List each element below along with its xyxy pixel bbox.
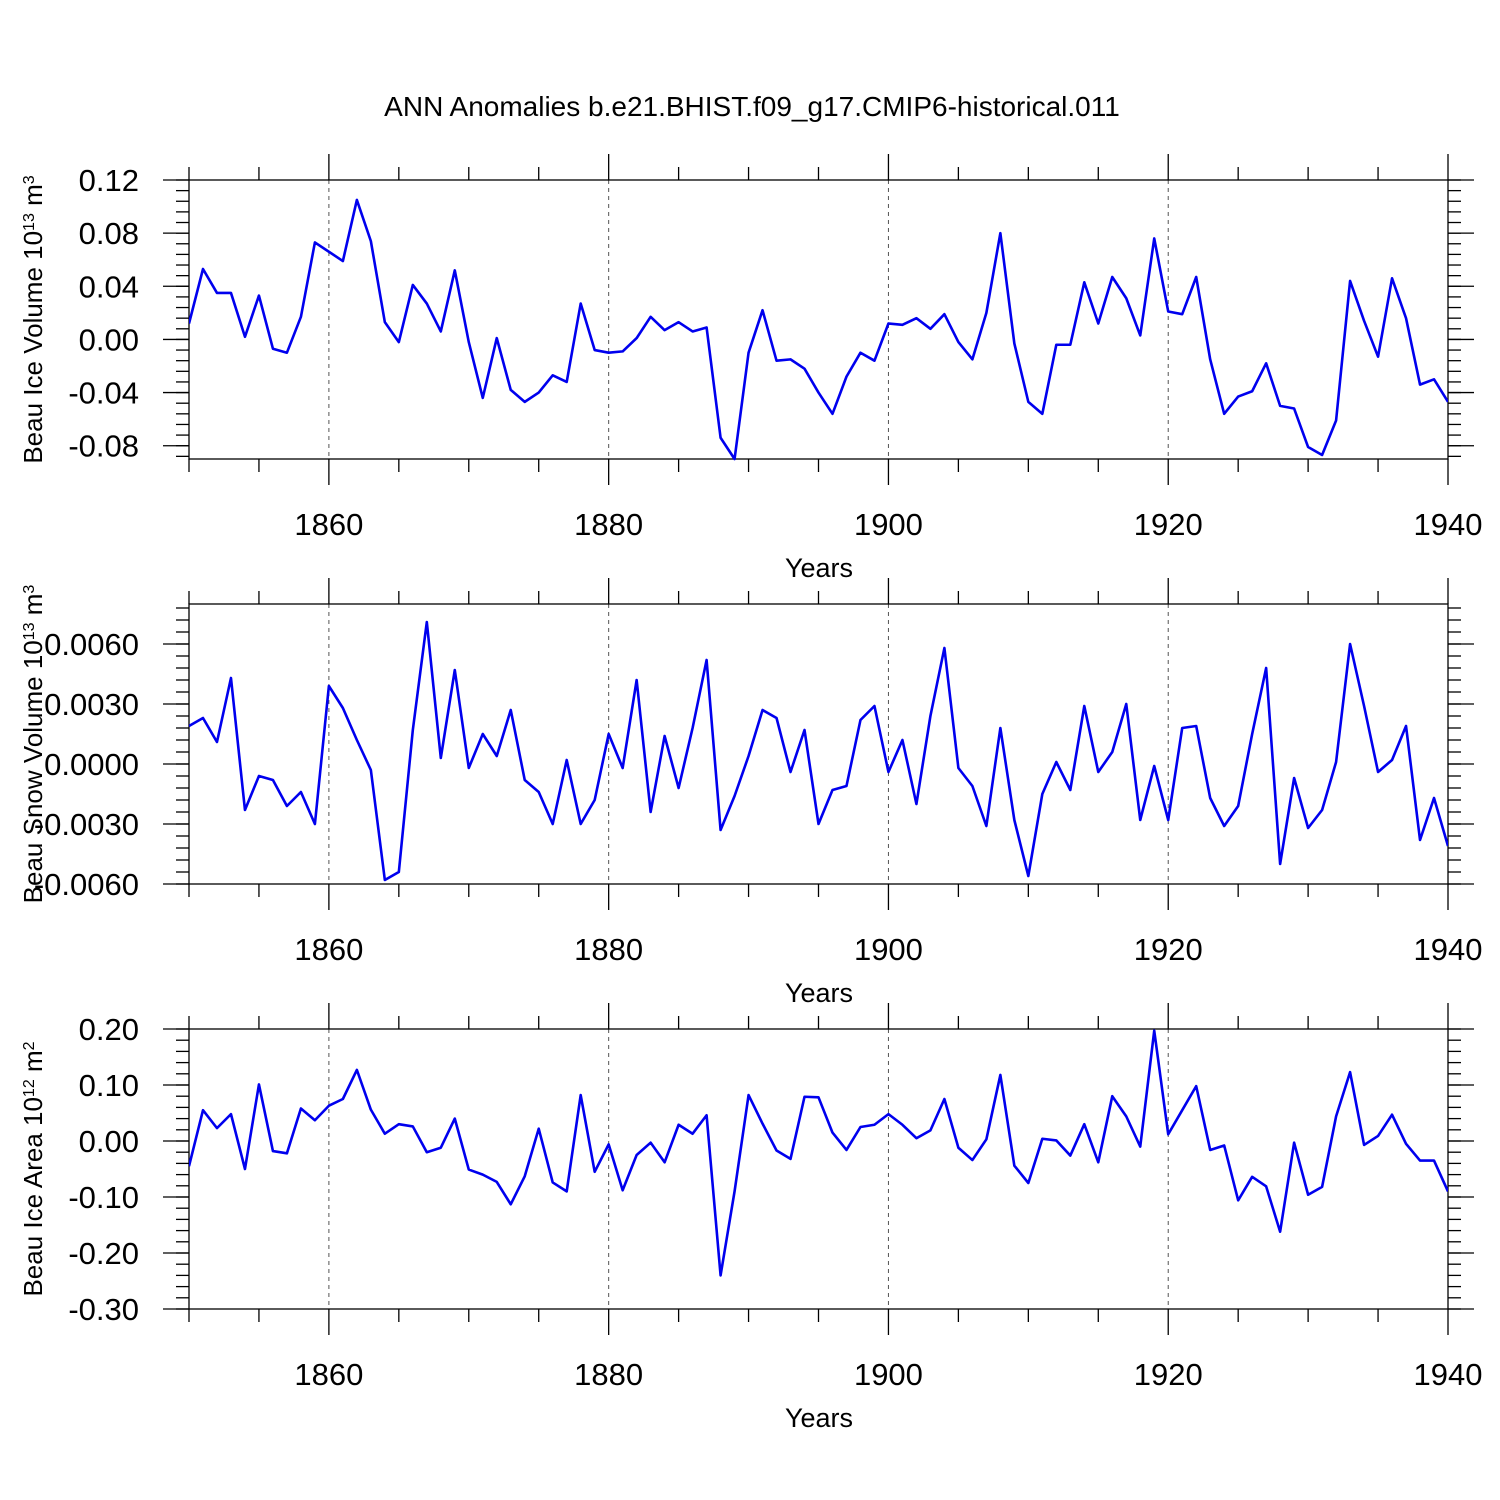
y-tick-label: 0.0000 (44, 747, 139, 782)
x-axis-label: Years (785, 978, 853, 1008)
figure-title: ANN Anomalies b.e21.BHIST.f09_g17.CMIP6-… (384, 91, 1120, 122)
x-tick-label: 1940 (1414, 507, 1483, 542)
x-axis-label: Years (785, 1403, 853, 1433)
x-tick-label: 1880 (574, 1357, 643, 1392)
y-tick-label: -0.0030 (34, 807, 139, 842)
plot-frame (188, 179, 1449, 460)
y-tick-label: -0.20 (68, 1236, 139, 1271)
y-tick-label: 0.0060 (44, 627, 139, 662)
y-tick-label: -0.30 (68, 1292, 139, 1327)
y-tick-label: 0.08 (79, 216, 139, 251)
x-tick-label: 1900 (854, 507, 923, 542)
y-axis-label: Beau Ice Volume 1013 m3 (18, 175, 48, 463)
x-tick-label: 1880 (574, 932, 643, 967)
y-tick-label: 0.04 (79, 269, 139, 304)
chart-panels: -0.08 -0.04 0.00 0.04 0.08 0.12 1860 1880 1900 19… (18, 154, 1482, 1433)
plot-frame (188, 603, 1449, 885)
x-tick-label: 1920 (1134, 1357, 1203, 1392)
y-tick-label: -0.04 (68, 376, 139, 411)
x-tick-label: 1860 (294, 1357, 363, 1392)
chart-panel-3: -0.30 -0.20 -0.10 0.00 0.10 0.20 1860 1880 1900 1… (18, 1003, 1482, 1433)
x-tick-label: 1920 (1134, 507, 1203, 542)
series-line (189, 620, 1448, 882)
y-axis-label: Beau Snow Volume 1013 m3 (18, 585, 48, 904)
y-tick-label: 0.10 (79, 1068, 139, 1103)
chart-panel-2: -0.0060 -0.0030 0.0000 0.0030 0.0060 1860 1880… (18, 578, 1482, 1008)
y-tick-label: 0.00 (79, 322, 139, 357)
y-axis-label: Beau Ice Area 1012 m2 (18, 1041, 48, 1296)
x-tick-label: 1900 (854, 932, 923, 967)
series-line (189, 198, 1448, 461)
y-tick-label: 0.12 (79, 163, 139, 198)
x-tick-label: 1940 (1414, 932, 1483, 967)
x-tick-label: 1920 (1134, 932, 1203, 967)
x-tick-label: 1860 (294, 932, 363, 967)
x-axis-label: Years (785, 553, 853, 583)
x-tick-label: 1880 (574, 507, 643, 542)
series-line (189, 1029, 1448, 1277)
chart-panel-1: -0.08 -0.04 0.00 0.04 0.08 0.12 1860 1880 1900 19… (18, 154, 1482, 583)
y-tick-label: -0.08 (68, 429, 139, 464)
x-tick-label: 1860 (294, 507, 363, 542)
y-tick-label: 0.20 (79, 1012, 139, 1047)
plot-frame (188, 1028, 1449, 1310)
y-tick-label: -0.10 (68, 1180, 139, 1215)
x-tick-label: 1900 (854, 1357, 923, 1392)
y-tick-label: 0.00 (79, 1124, 139, 1159)
y-tick-label: -0.0060 (34, 867, 139, 902)
y-tick-label: 0.0030 (44, 687, 139, 722)
x-tick-label: 1940 (1414, 1357, 1483, 1392)
